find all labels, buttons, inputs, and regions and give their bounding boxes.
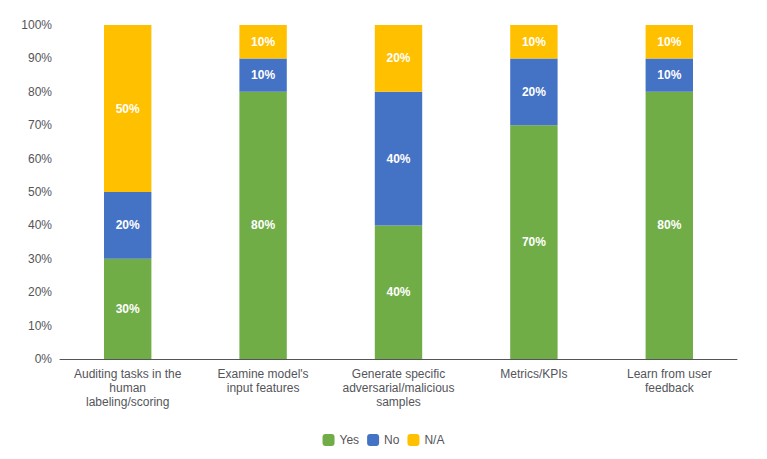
svg-text:30%: 30% — [28, 252, 52, 266]
svg-text:40%: 40% — [28, 218, 52, 232]
svg-text:30%: 30% — [116, 302, 140, 316]
svg-text:samples: samples — [376, 395, 421, 409]
svg-text:10%: 10% — [251, 68, 275, 82]
svg-text:Generate specific: Generate specific — [352, 367, 445, 381]
svg-text:labeling/scoring: labeling/scoring — [86, 395, 169, 409]
svg-text:80%: 80% — [657, 218, 681, 232]
svg-text:Learn from user: Learn from user — [627, 367, 712, 381]
svg-text:No: No — [384, 433, 400, 447]
svg-text:80%: 80% — [28, 85, 52, 99]
svg-text:20%: 20% — [116, 218, 140, 232]
svg-text:100%: 100% — [21, 18, 52, 32]
svg-text:40%: 40% — [386, 285, 410, 299]
svg-text:60%: 60% — [28, 152, 52, 166]
svg-text:N/A: N/A — [424, 433, 444, 447]
svg-text:90%: 90% — [28, 51, 52, 65]
svg-text:10%: 10% — [657, 68, 681, 82]
svg-text:Auditing tasks in the: Auditing tasks in the — [74, 367, 182, 381]
svg-text:20%: 20% — [386, 51, 410, 65]
svg-text:50%: 50% — [116, 102, 140, 116]
svg-text:0%: 0% — [35, 352, 53, 366]
svg-text:human: human — [109, 381, 146, 395]
svg-text:Metrics/KPIs: Metrics/KPIs — [500, 367, 567, 381]
svg-text:50%: 50% — [28, 185, 52, 199]
svg-text:20%: 20% — [522, 85, 546, 99]
svg-text:10%: 10% — [28, 319, 52, 333]
svg-text:20%: 20% — [28, 285, 52, 299]
svg-text:adversarial/malicious: adversarial/malicious — [342, 381, 454, 395]
svg-text:70%: 70% — [522, 235, 546, 249]
svg-text:10%: 10% — [657, 35, 681, 49]
svg-text:10%: 10% — [251, 35, 275, 49]
svg-text:Examine model's: Examine model's — [218, 367, 309, 381]
svg-text:70%: 70% — [28, 118, 52, 132]
svg-text:80%: 80% — [251, 218, 275, 232]
svg-text:40%: 40% — [386, 152, 410, 166]
svg-text:10%: 10% — [522, 35, 546, 49]
svg-text:Yes: Yes — [340, 433, 360, 447]
svg-text:input features: input features — [227, 381, 300, 395]
svg-text:feedback: feedback — [645, 381, 695, 395]
